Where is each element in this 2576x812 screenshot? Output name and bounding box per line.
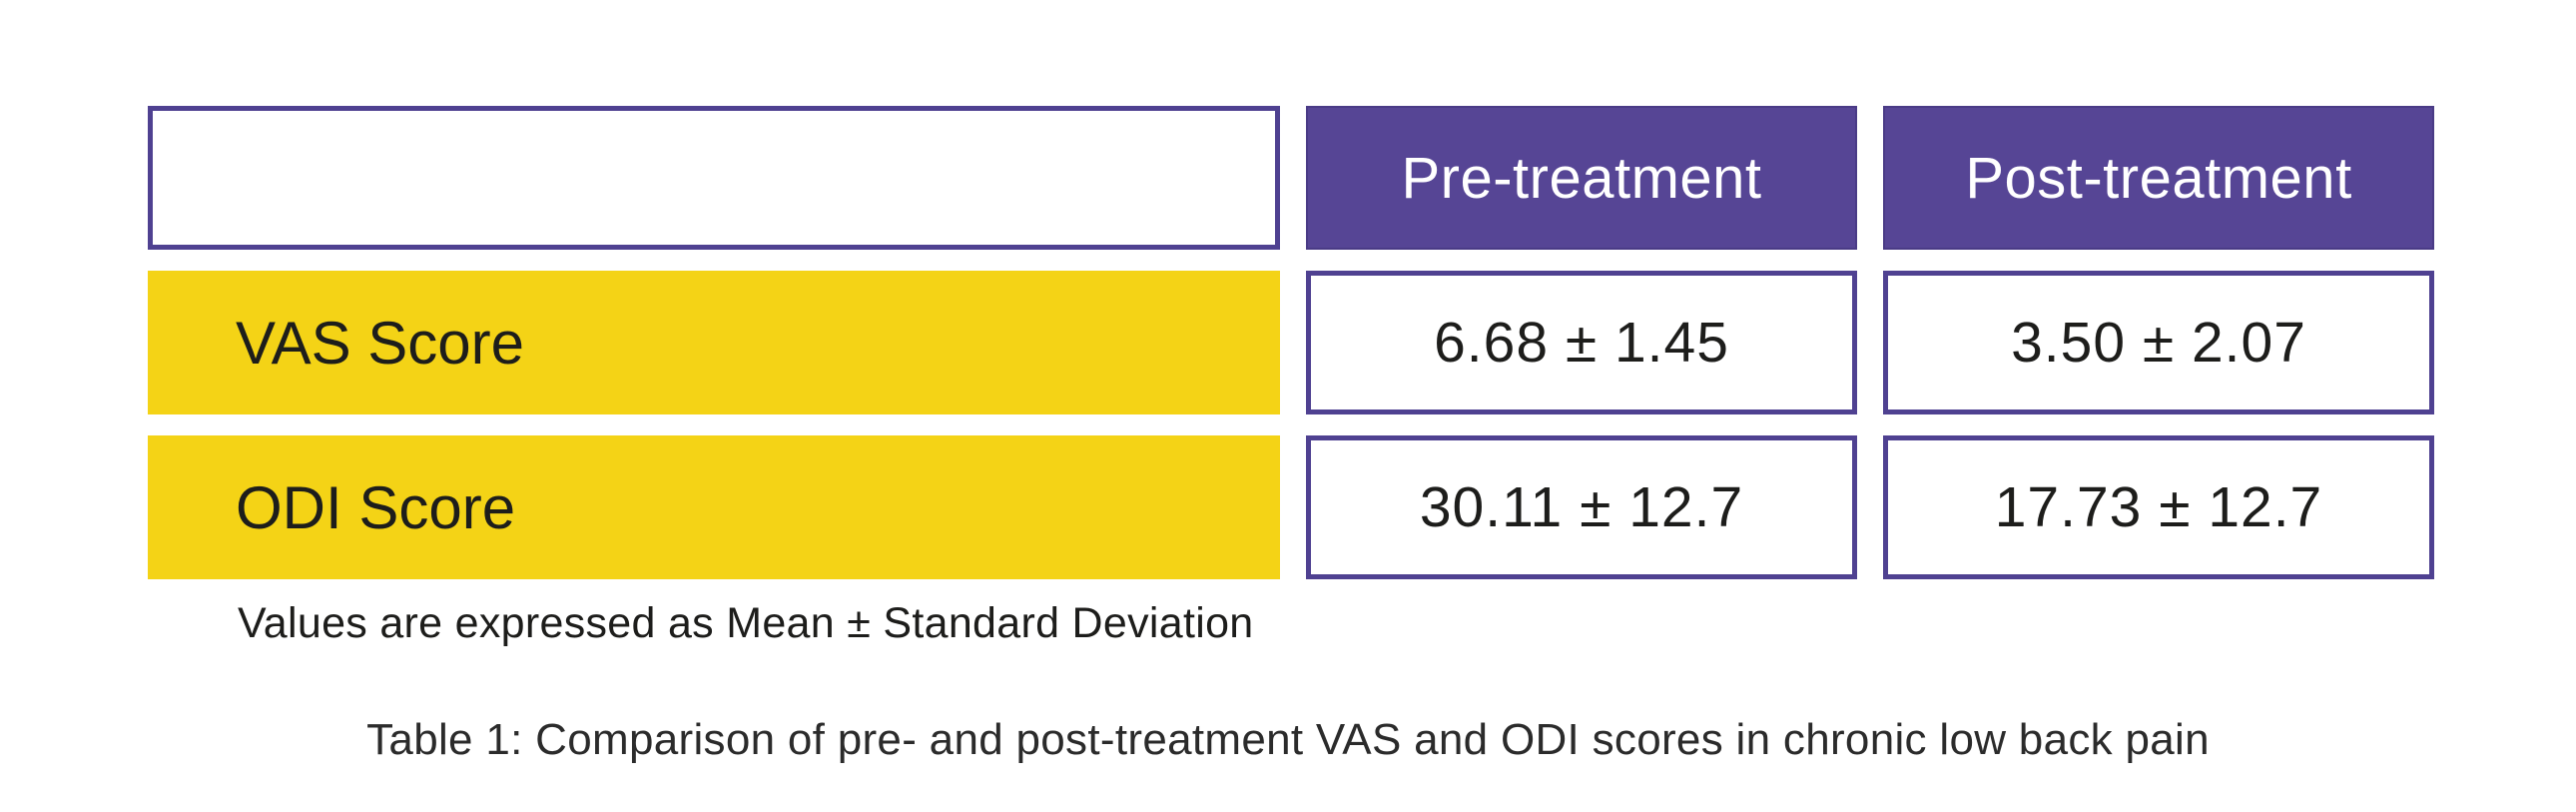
- table-note: Values are expressed as Mean ± Standard …: [238, 599, 1254, 647]
- column-header-post-treatment: Post-treatment: [1883, 106, 2434, 250]
- table-caption: Table 1: Comparison of pre- and post-tre…: [366, 715, 2210, 764]
- header-empty-cell: [148, 106, 1280, 250]
- vas-pre-treatment-value: 6.68 ± 1.45: [1306, 271, 1857, 414]
- row-label-odi-score: ODI Score: [148, 435, 1280, 579]
- column-header-pre-treatment: Pre-treatment: [1306, 106, 1857, 250]
- odi-post-treatment-value: 17.73 ± 12.7: [1883, 435, 2434, 579]
- vas-post-treatment-value: 3.50 ± 2.07: [1883, 271, 2434, 414]
- odi-pre-treatment-value: 30.11 ± 12.7: [1306, 435, 1857, 579]
- row-label-vas-score: VAS Score: [148, 271, 1280, 414]
- comparison-table: Pre-treatment Post-treatment VAS Score 6…: [148, 106, 2434, 579]
